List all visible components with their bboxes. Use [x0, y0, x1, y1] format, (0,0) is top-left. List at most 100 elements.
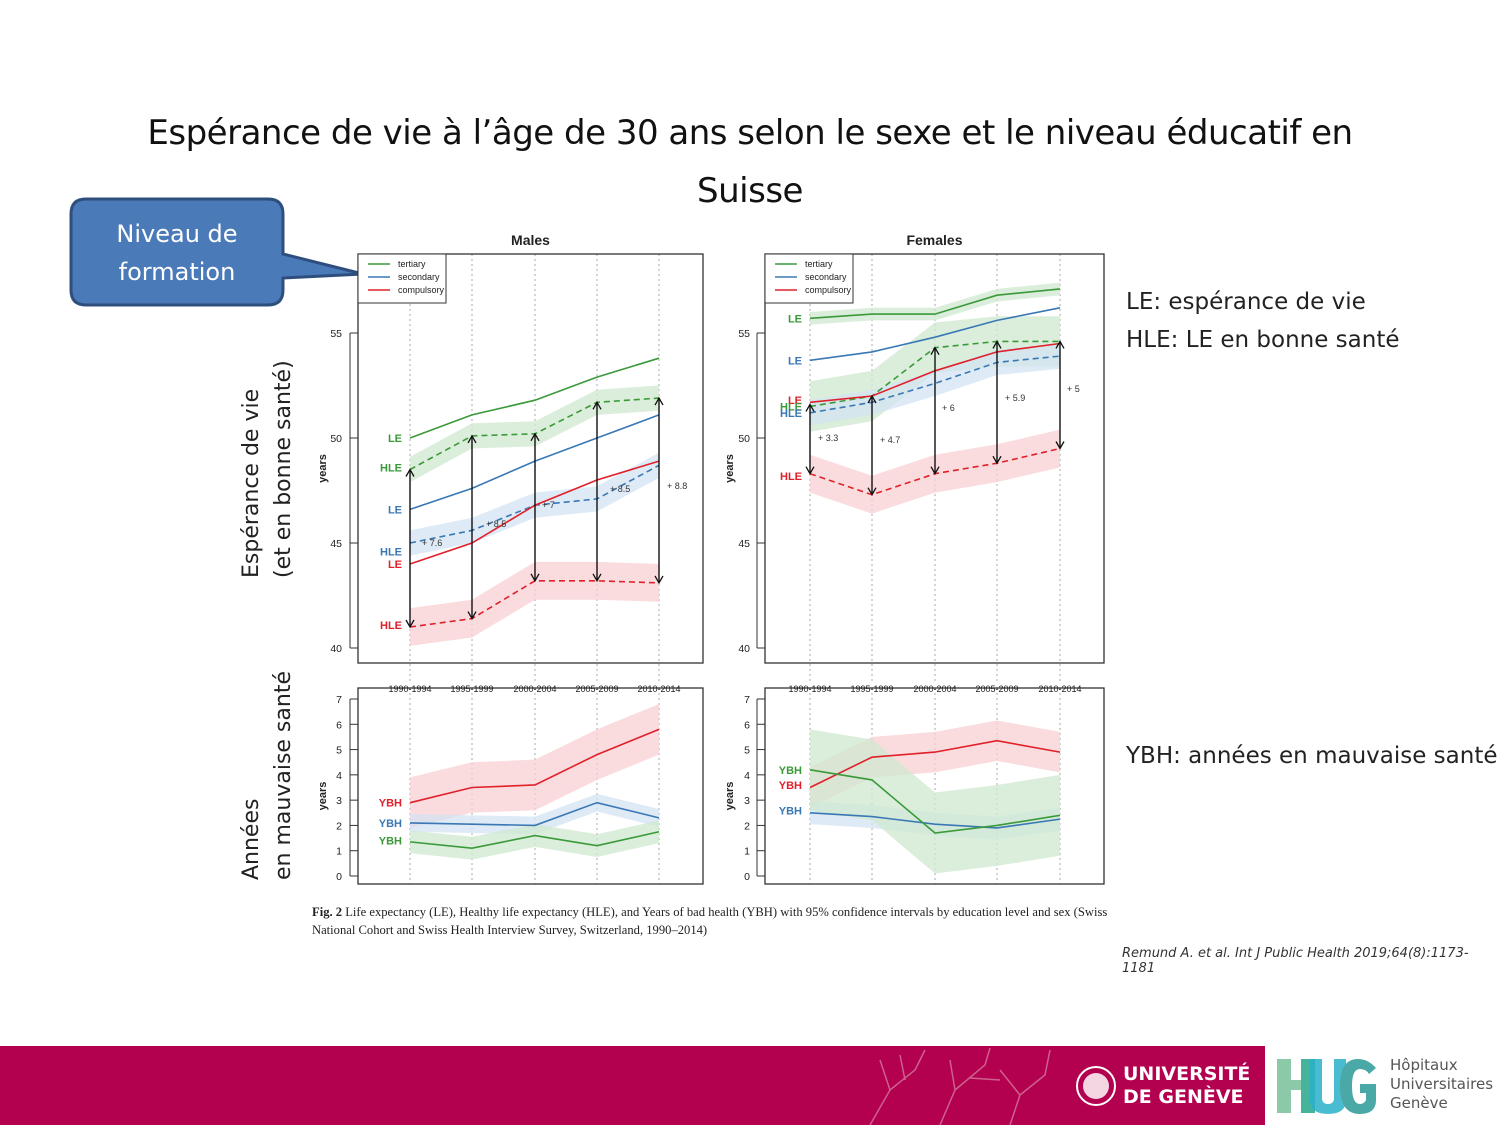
- chart-panel-2: [349, 687, 704, 885]
- series-ybh-compulsory: [409, 728, 660, 804]
- svg-text:55: 55: [330, 328, 342, 340]
- svg-text:7: 7: [744, 694, 750, 706]
- svg-text:0: 0: [336, 871, 342, 883]
- svg-text:YBH: YBH: [379, 836, 402, 848]
- svg-text:years: years: [317, 782, 329, 811]
- svg-text:YBH: YBH: [779, 805, 802, 817]
- callout-text: Niveau de formation: [72, 215, 282, 291]
- svg-text:1995-1999: 1995-1999: [450, 684, 493, 694]
- hug-logo-text: Hôpitaux Universitaires Genève: [1390, 1056, 1493, 1113]
- caption-fig-label: Fig. 2: [312, 905, 343, 919]
- svg-text:3: 3: [336, 795, 342, 807]
- series-ybh-tertiary: [409, 830, 660, 849]
- series-le-tertiary: [409, 357, 660, 439]
- callout-line2: formation: [118, 258, 236, 286]
- svg-text:6: 6: [336, 719, 342, 731]
- svg-text:1: 1: [744, 846, 750, 858]
- hug-logo-icon: [1277, 1059, 1376, 1114]
- hug-line3: Genève: [1390, 1094, 1448, 1112]
- svg-text:secondary: secondary: [398, 272, 440, 282]
- svg-text:Females: Females: [906, 232, 962, 248]
- svg-text:0: 0: [744, 871, 750, 883]
- svg-text:1990-1994: 1990-1994: [388, 684, 431, 694]
- svg-text:HLE: HLE: [780, 408, 802, 420]
- series-ybh-secondary: [809, 811, 1061, 829]
- figure-charts: + 7.6+ 8.5+ 7+ 8.5 + 8.840455055yearsMale…: [317, 232, 1105, 885]
- series-ybh-compulsory: [809, 739, 1061, 789]
- note-hle: HLE: LE en bonne santé: [1126, 327, 1400, 353]
- svg-text:tertiary: tertiary: [805, 259, 833, 269]
- figure-caption: Fig. 2 Life expectancy (LE), Healthy lif…: [312, 903, 1112, 939]
- svg-text:2010-2014: 2010-2014: [637, 684, 680, 694]
- chart-panel-3: [756, 687, 1105, 885]
- svg-text:1990-1994: 1990-1994: [788, 684, 831, 694]
- series-ybh-tertiary: [809, 769, 1061, 834]
- slide-title-line2: Suisse: [697, 171, 803, 211]
- callout-line1: Niveau de: [116, 220, 238, 248]
- footer-bar: [0, 1046, 1265, 1125]
- svg-text:2000-2004: 2000-2004: [513, 684, 556, 694]
- svg-text:2: 2: [744, 820, 750, 832]
- chart-panel-1: [756, 253, 1105, 683]
- hug-line2: Universitaires: [1390, 1075, 1494, 1093]
- series-hle-secondary: [809, 355, 1061, 414]
- svg-text:+ 5: + 5: [1067, 384, 1080, 394]
- svg-text:2: 2: [336, 820, 342, 832]
- svg-text:+ 7.6: + 7.6: [422, 538, 442, 548]
- svg-text:2005-2009: 2005-2009: [575, 684, 618, 694]
- svg-text:compulsory: compulsory: [398, 285, 445, 295]
- caption-text: Life expectancy (LE), Healthy life expec…: [312, 905, 1108, 937]
- svg-text:2000-2004: 2000-2004: [913, 684, 956, 694]
- svg-text:secondary: secondary: [805, 272, 847, 282]
- svg-text:LE: LE: [788, 355, 802, 367]
- svg-text:HLE: HLE: [780, 471, 802, 483]
- svg-text:years: years: [317, 454, 329, 483]
- svg-text:40: 40: [738, 643, 750, 655]
- unige-line1: UNIVERSITÉ: [1123, 1063, 1251, 1085]
- svg-text:55: 55: [738, 328, 750, 340]
- svg-text:Males: Males: [511, 232, 550, 248]
- svg-text:LE: LE: [788, 395, 802, 407]
- svg-text:+ 5.9: + 5.9: [1005, 393, 1025, 403]
- svg-text:40: 40: [330, 643, 342, 655]
- svg-text:1995-1999: 1995-1999: [850, 684, 893, 694]
- svg-text:4: 4: [336, 770, 342, 782]
- svg-text:HLE: HLE: [380, 462, 402, 474]
- svg-text:2010-2014: 2010-2014: [1038, 684, 1081, 694]
- svg-text:+ 8.5: + 8.5: [486, 519, 506, 529]
- svg-text:YBH: YBH: [779, 765, 802, 777]
- svg-text:+ 4.7: + 4.7: [880, 435, 900, 445]
- svg-text:1: 1: [336, 846, 342, 858]
- svg-text:50: 50: [738, 433, 750, 445]
- svg-text:6: 6: [744, 719, 750, 731]
- svg-text:+ 6: + 6: [942, 403, 955, 413]
- slide-title: Espérance de vie à l’âge de 30 ans selon…: [0, 104, 1500, 220]
- svg-text:7: 7: [336, 694, 342, 706]
- svg-text:LE: LE: [388, 433, 402, 445]
- svg-text:tertiary: tertiary: [398, 259, 426, 269]
- svg-text:45: 45: [330, 538, 342, 550]
- svg-text:LE: LE: [788, 313, 802, 325]
- svg-text:2005-2009: 2005-2009: [975, 684, 1018, 694]
- series-le-tertiary: [809, 288, 1061, 320]
- svg-text:HLE: HLE: [380, 620, 402, 632]
- slide-title-line1: Espérance de vie à l’âge de 30 ans selon…: [147, 113, 1353, 153]
- svg-text:years: years: [724, 454, 736, 483]
- series-hle-compulsory: [409, 579, 660, 628]
- svg-text:YBH: YBH: [779, 780, 802, 792]
- note-le: LE: espérance de vie: [1126, 289, 1366, 315]
- series-ybh-secondary: [409, 801, 660, 827]
- svg-text:compulsory: compulsory: [805, 285, 852, 295]
- note-ybh: YBH: années en mauvaise santé: [1126, 743, 1498, 769]
- reference-citation: Remund A. et al. Int J Public Health 201…: [1122, 946, 1469, 976]
- svg-text:4: 4: [744, 770, 750, 782]
- svg-text:5: 5: [744, 745, 750, 757]
- svg-text:years: years: [724, 782, 736, 811]
- svg-text:YBH: YBH: [379, 818, 402, 830]
- unige-logo-text: UNIVERSITÉ DE GENÈVE: [1123, 1063, 1250, 1109]
- chart-panel-0: [349, 253, 704, 683]
- svg-text:3: 3: [744, 795, 750, 807]
- unige-line2: DE GENÈVE: [1123, 1086, 1244, 1108]
- svg-text:YBH: YBH: [379, 798, 402, 810]
- svg-text:+ 8.5: + 8.5: [610, 484, 630, 494]
